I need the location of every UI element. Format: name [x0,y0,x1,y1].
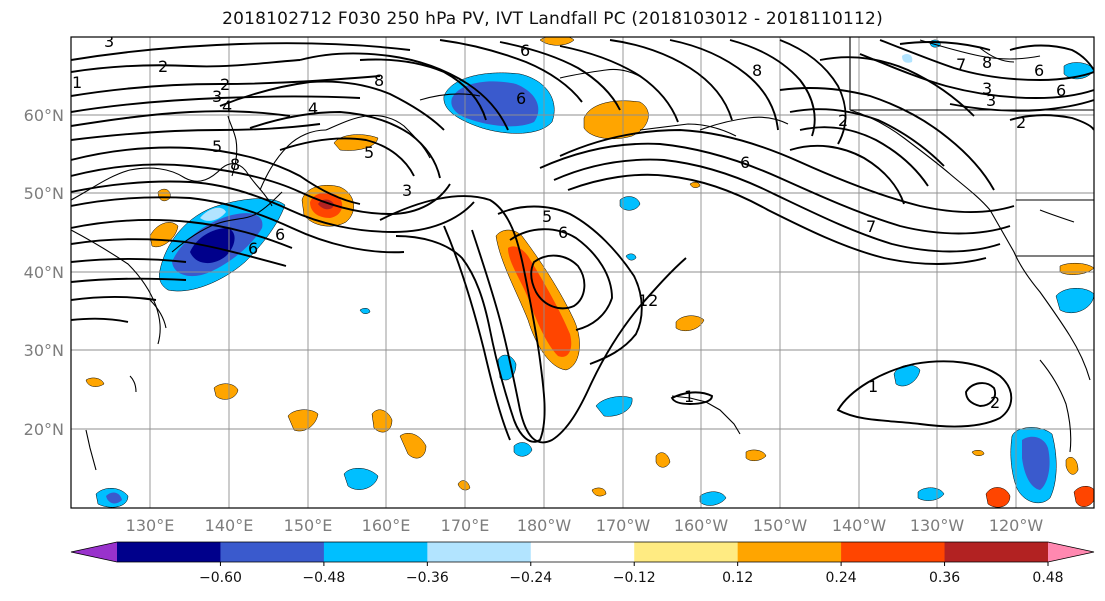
lon-label: 120°W [989,516,1044,535]
lat-label: 40°N [24,263,64,282]
contour-label: 3 [104,32,114,51]
contour-label: 4 [308,99,318,118]
lat-label: 30°N [24,341,64,360]
colorbar-segment [634,542,739,562]
contour-label: 1 [684,387,694,406]
map-frame [70,36,1095,509]
contour-label: 12 [638,291,658,310]
colorbar-extend-high [1048,542,1094,562]
pv-contours [71,39,1094,444]
contour-label: 2 [1016,113,1026,132]
colorbar-tick-label: −0.48 [302,570,345,586]
contour-label-group: 3 2 2 3 4 4 5 8 6 8 6 6 8 5 3 6 5 6 12 1 [72,32,1066,412]
contour-label: 3 [982,79,992,98]
contour-label: 2 [990,393,1000,412]
lon-label: 170°E [441,516,490,535]
anomaly-positive-alaska [583,100,649,139]
contour-label: 8 [374,71,384,90]
lon-label: 150°E [284,516,333,535]
contour-label: 6 [1056,81,1066,100]
contour-label: 8 [230,155,240,174]
colorbar-segment [323,542,428,562]
colorbar-tick-label: 0.48 [1032,570,1063,586]
colorbar-tick-label: −0.12 [613,570,656,586]
contour-label: 8 [982,53,992,72]
colorbar-segment [944,542,1049,562]
colorbar-segment [841,542,946,562]
contour-label: 6 [248,239,258,258]
figure-title: 2018102712 F030 250 hPa PV, IVT Landfall… [222,9,883,29]
contour-label: 7 [866,217,876,236]
contour-label: 3 [212,87,222,106]
contour-label: 1 [72,73,82,92]
colorbar-segment [737,542,842,562]
colorbar: −0.60 −0.48 −0.36 −0.24 −0.12 0.12 0.24 0.36 0.4… [70,541,1095,586]
lon-label: 160°W [674,516,729,535]
contour-label: 3 [402,181,412,200]
colorbar-tick-label: 0.12 [722,570,753,586]
colorbar-tick-label: −0.36 [406,570,449,586]
colorbar-segment [530,542,635,562]
lon-label: 170°W [596,516,651,535]
contour-label: 6 [558,223,568,242]
contour-label: 3 [986,91,996,110]
colorbar-tick-label: 0.36 [929,570,960,586]
contour-label: 5 [542,207,552,226]
colorbar-extend-low [71,542,117,562]
graticule [71,37,1094,508]
colorbar-segment [427,542,532,562]
lon-label: 140°W [832,516,887,535]
colorbar-tick-label: 0.24 [826,570,857,586]
lat-label: 20°N [24,420,64,439]
longitude-labels: 130°E 140°E 150°E 160°E 170°E 180°W 170°… [126,516,1044,535]
contour-label: 6 [1034,61,1044,80]
contour-label: 6 [275,225,285,244]
lat-label: 60°N [24,106,64,125]
contour-label: 2 [158,57,168,76]
contour-label: 5 [364,143,374,162]
anomaly-negative-japan-max [190,228,235,264]
contour-label: 6 [520,41,530,60]
lon-label: 150°W [753,516,808,535]
lat-label: 50°N [24,184,64,203]
contour-label: 4 [222,97,232,116]
lon-label: 140°E [205,516,254,535]
contour-label: 8 [752,61,762,80]
contour-label: 1 [868,377,878,396]
latitude-labels: 60°N 50°N 40°N 30°N 20°N [24,106,64,439]
colorbar-tick-label: −0.24 [509,570,552,586]
lon-label: 130°E [126,516,175,535]
contour-label: 6 [516,89,526,108]
colorbar-segment [117,542,221,562]
colorbar-segment [220,542,325,562]
colorbar-outline [70,541,1095,563]
contour-label: 2 [220,75,230,94]
contour-label: 5 [212,137,222,156]
contour-label: 6 [740,153,750,172]
contour-label: 7 [956,55,966,74]
lon-label: 130°W [910,516,965,535]
lon-label: 180°W [517,516,572,535]
lon-label: 160°E [362,516,411,535]
contour-label: 2 [838,111,848,130]
coastlines [71,37,1094,471]
colorbar-tick-label: −0.60 [199,570,242,586]
